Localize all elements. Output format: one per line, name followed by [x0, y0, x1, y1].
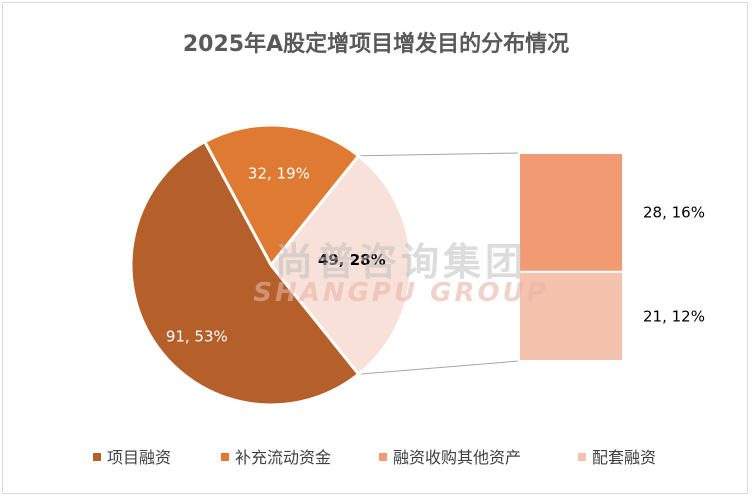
legend-label: 项目融资 — [107, 448, 171, 467]
bar-segment-item-qrxrwkjzqrvxg3afkmrwkfjb — [518, 152, 624, 273]
legend-swatch — [379, 453, 387, 461]
legend: 项目融资 补充流动资金 融资收购其他资产 配套融资 — [93, 448, 656, 467]
bar-label-item-sp9hnbqrxrwk: 21, 12% — [643, 307, 705, 325]
watermark: 尚普咨询集团 SHANGPU GROUP — [253, 240, 549, 308]
legend-label: 融资收购其他资产 — [393, 448, 521, 467]
connector-top — [358, 152, 520, 157]
pie-slice-item-g3afkm — [269, 153, 413, 377]
pie-slice-item-qxxg1xlkxgbsrwkssx — [202, 123, 361, 268]
legend-swatch — [93, 453, 101, 461]
pie-label-item-qxxg1xlkxgbsrwkssx: 32, 19% — [248, 165, 310, 183]
breakdown-bar — [518, 152, 624, 362]
data-labels: 49, 28% 32, 19% 91, 53% 28, 16% 21, 12% — [166, 165, 705, 346]
watermark-cn: 尚普咨询集团 — [275, 240, 527, 284]
pie-label-item-g3afkm: 49, 28% — [318, 251, 386, 269]
legend-item-item-u49nhqqrxrwk: 项目融资 — [93, 448, 171, 467]
bar-label-item-qrxrwkjzqrvxg3afkmrwkfjb: 28, 16% — [643, 203, 705, 221]
legend-label: 配套融资 — [592, 448, 656, 467]
connector-lines — [358, 152, 520, 375]
legend-swatch — [221, 453, 229, 461]
watermark-en: SHANGPU GROUP — [253, 278, 549, 308]
pie-group — [129, 123, 413, 407]
legend-swatch — [578, 453, 586, 461]
chart-svg: 2025年A股定增项目增发目的分布情况 49, 28% 32, 19% 91, 53… — [93, 31, 705, 467]
legend-item-item-sp9hnbqrxrwk: 配套融资 — [578, 448, 656, 467]
legend-label: 补充流动资金 — [235, 448, 331, 467]
legend-item-item-qxxg1xlkxgbsrwkssx: 补充流动资金 — [221, 448, 331, 467]
pie-slice-item-u49nhqqrxrwk — [129, 139, 361, 407]
connector-bottom — [358, 360, 520, 375]
chart-title: 2025年A股定增项目增发目的分布情况 — [183, 31, 569, 57]
pie-label-item-u49nhqqrxrwk: 91, 53% — [166, 328, 228, 346]
legend-item-item-qrxrwkjzqrvxg3afkmrwkfjb: 融资收购其他资产 — [379, 448, 521, 467]
bar-segment-item-sp9hnbqrxrwk — [518, 270, 624, 362]
